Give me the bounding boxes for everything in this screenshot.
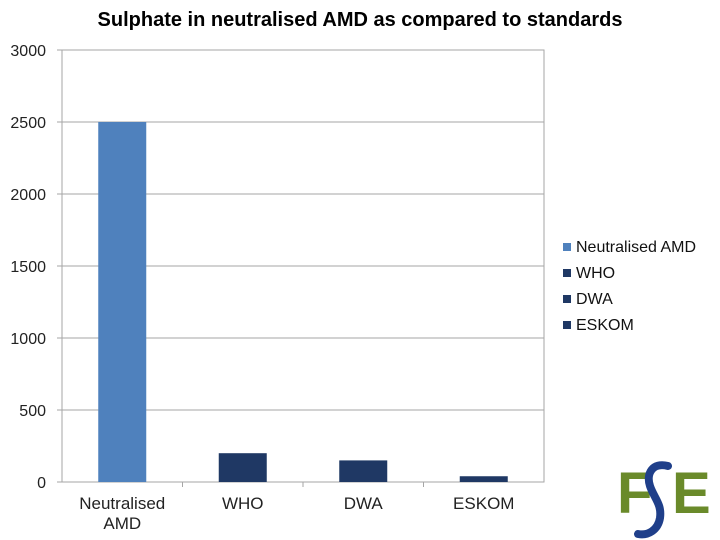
legend-swatch <box>563 321 571 329</box>
legend-swatch <box>563 295 571 303</box>
legend-label: DWA <box>576 291 613 308</box>
legend-label: Neutralised AMD <box>576 239 696 256</box>
logo-letter-s <box>634 461 672 539</box>
legend: Neutralised AMD WHO DWA ESKOM <box>563 239 696 334</box>
plot-area: 0 500 1000 1500 2000 2500 3000 Neutralised AMD WH… <box>10 43 545 533</box>
bar-eskom <box>459 476 508 482</box>
y-tick-label: 3000 <box>10 43 46 60</box>
y-tick-label: 1500 <box>10 259 46 276</box>
legend-label: ESKOM <box>576 317 634 334</box>
y-tick-label: 1000 <box>10 331 46 348</box>
legend-swatch <box>563 243 571 251</box>
legend-label: WHO <box>576 265 615 282</box>
x-tick-label: DWA <box>344 494 384 513</box>
bar-neutralised-amd <box>98 122 147 482</box>
y-tick-label: 2500 <box>10 115 46 132</box>
chart-title: Sulphate in neutralised AMD as compared … <box>98 9 623 31</box>
logo-letter-e: E <box>672 461 711 526</box>
bar-dwa <box>339 460 388 482</box>
bar-who <box>218 453 267 482</box>
fse-logo: F E <box>617 461 711 539</box>
y-tick-label: 500 <box>19 403 46 420</box>
x-tick-label: ESKOM <box>453 494 514 513</box>
y-tick-label: 0 <box>37 475 46 492</box>
y-tick-label: 2000 <box>10 187 46 204</box>
legend-swatch <box>563 269 571 277</box>
x-tick-label: Neutralised AMD <box>79 494 165 533</box>
x-tick-label: WHO <box>222 494 264 513</box>
